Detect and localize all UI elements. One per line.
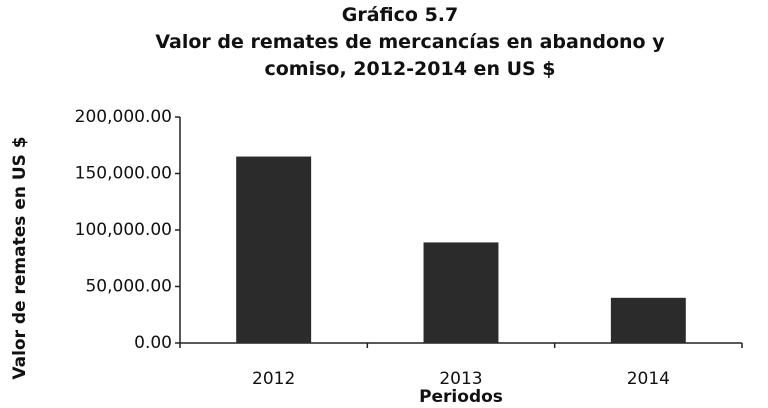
bar xyxy=(423,242,499,343)
x-tick-label: 2012 xyxy=(252,369,295,389)
x-tick-label: 2013 xyxy=(439,369,482,389)
chart-title: Gráfico 5.7 xyxy=(341,4,459,26)
y-tick-label: 200,000.00 xyxy=(75,107,172,127)
y-tick-label: 150,000.00 xyxy=(75,164,172,184)
y-axis-label: Valor de remates en US $ xyxy=(10,136,30,379)
bar xyxy=(236,156,312,343)
chart-subtitle: Valor de remates de mercancías en abando… xyxy=(155,31,665,80)
bar xyxy=(610,297,686,343)
y-tick-label: 0.00 xyxy=(134,333,172,353)
x-tick-label: 2014 xyxy=(627,369,670,389)
y-tick-label: 100,000.00 xyxy=(75,220,172,240)
x-axis-label: Periodos xyxy=(419,387,503,407)
y-tick-label: 50,000.00 xyxy=(85,277,172,297)
